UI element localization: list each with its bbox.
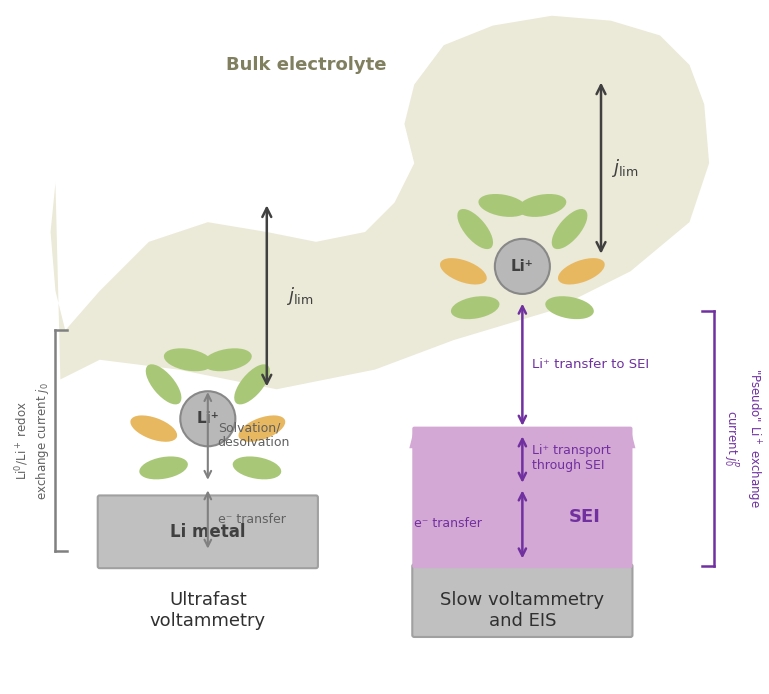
FancyBboxPatch shape [98, 496, 318, 568]
Ellipse shape [164, 348, 212, 371]
Text: Li$^0$/Li$^+$ redox
exchange current $j_0$: Li$^0$/Li$^+$ redox exchange current $j_… [14, 382, 51, 500]
Text: e⁻ transfer: e⁻ transfer [414, 518, 482, 530]
Text: Li⁺: Li⁺ [196, 412, 219, 426]
Ellipse shape [238, 416, 285, 442]
Ellipse shape [235, 364, 270, 405]
Ellipse shape [545, 296, 594, 319]
Ellipse shape [551, 209, 588, 249]
Text: Solvation/
desolvation: Solvation/ desolvation [218, 421, 290, 450]
Ellipse shape [440, 258, 487, 285]
Ellipse shape [139, 457, 188, 480]
Text: Li⁺: Li⁺ [511, 259, 534, 274]
Ellipse shape [458, 209, 493, 249]
Polygon shape [51, 16, 709, 389]
Ellipse shape [233, 457, 281, 480]
Ellipse shape [146, 364, 181, 405]
Text: Ultrafast
voltammetry: Ultrafast voltammetry [150, 591, 266, 630]
Text: Li metal: Li metal [170, 523, 245, 541]
Polygon shape [409, 429, 635, 448]
FancyBboxPatch shape [412, 427, 632, 568]
Ellipse shape [131, 416, 177, 442]
Ellipse shape [451, 296, 499, 319]
Circle shape [494, 239, 550, 294]
Text: Slow voltammetry
and EIS: Slow voltammetry and EIS [441, 591, 604, 630]
Ellipse shape [558, 258, 604, 285]
Text: Li⁺ transport
through SEI: Li⁺ transport through SEI [532, 444, 611, 472]
Text: Bulk electrolyte: Bulk electrolyte [226, 56, 386, 74]
Text: Li⁺ transfer to SEI: Li⁺ transfer to SEI [532, 358, 649, 371]
Circle shape [180, 391, 235, 446]
Ellipse shape [518, 194, 566, 217]
Text: "Pseudo" Li$^+$ exchange
current $j^p_0$: "Pseudo" Li$^+$ exchange current $j^p_0$ [722, 369, 762, 509]
Ellipse shape [478, 194, 527, 217]
Ellipse shape [203, 348, 251, 371]
Text: SEI: SEI [569, 508, 601, 526]
FancyBboxPatch shape [412, 564, 632, 637]
Text: $j_{\rm lim}$: $j_{\rm lim}$ [287, 285, 314, 307]
Text: $j_{\rm lim}$: $j_{\rm lim}$ [611, 157, 638, 179]
Text: e⁻ transfer: e⁻ transfer [218, 513, 285, 525]
